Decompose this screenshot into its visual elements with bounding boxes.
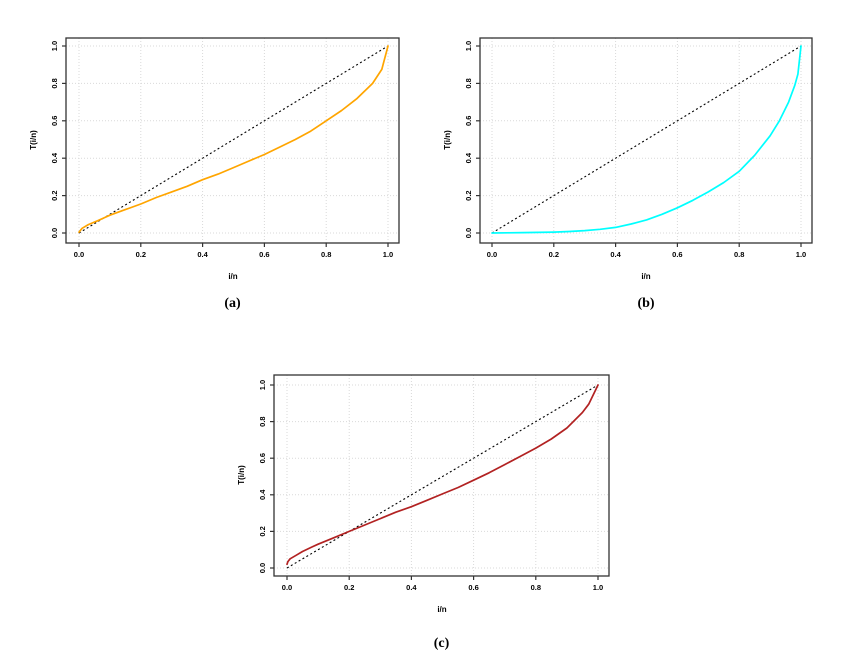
panel-b: 0.0 0.2 0.4 0.6 0.8 1.0 0.0 0.2 0.4 0.6 0.8 1.0 i/n T…: [420, 0, 850, 330]
y-tick-label: 0.8: [464, 78, 473, 88]
y-tick-label: 0.0: [258, 563, 267, 573]
y-tick-label: 0.8: [258, 416, 267, 426]
plot-box: [65, 37, 400, 244]
x-tick-label: 0.8: [734, 250, 744, 259]
x-tick-label: 0.2: [549, 250, 559, 259]
x-tick-label: 0.6: [259, 250, 269, 259]
y-tick-label: 1.0: [464, 41, 473, 51]
plot-b-canvas: 0.0 0.2 0.4 0.6 0.8 1.0 0.0 0.2 0.4 0.6 0.8 1.0 i/n T…: [443, 37, 813, 281]
x-tick-label: 0.6: [672, 250, 682, 259]
y-tick-label: 0.0: [50, 228, 59, 238]
y-tick-label: 0.4: [50, 152, 59, 163]
x-tick-label: 0.2: [344, 583, 354, 592]
y-axis-label: T(i/n): [29, 130, 38, 150]
x-tick-label: 0.0: [282, 583, 292, 592]
x-tick-label: 0.8: [531, 583, 541, 592]
x-tick-label: 1.0: [796, 250, 806, 259]
x-axis-label: i/n: [228, 272, 237, 281]
x-tick-label: 0.0: [74, 250, 84, 259]
x-tick-label: 0.0: [487, 250, 497, 259]
plot-a-canvas: 0.0 0.2 0.4 0.6 0.8 1.0 0.0 0.2 0.4 0.6 0.8 1.0 i/n T…: [29, 37, 400, 281]
y-tick-label: 0.6: [464, 116, 473, 126]
y-tick-label: 0.4: [258, 489, 267, 500]
y-tick-label: 0.0: [464, 228, 473, 238]
x-tick-label: 0.6: [468, 583, 478, 592]
y-tick-label: 0.6: [50, 116, 59, 126]
diagonal-reference-line: [491, 45, 802, 234]
plot-box: [273, 374, 610, 577]
x-tick-label: 0.4: [406, 583, 417, 592]
panel-a: 0.0 0.2 0.4 0.6 0.8 1.0 0.0 0.2 0.4 0.6 0.8 1.0 i/n T…: [0, 0, 430, 330]
t-curve: [78, 45, 389, 233]
y-tick-label: 0.2: [258, 526, 267, 536]
y-tick-label: 0.6: [258, 453, 267, 463]
x-tick-label: 1.0: [593, 583, 603, 592]
x-axis-label: i/n: [437, 605, 446, 614]
plot-box: [479, 37, 813, 244]
caption-c: (c): [433, 636, 450, 651]
y-tick-label: 0.4: [464, 152, 473, 163]
y-tick-label: 1.0: [258, 380, 267, 390]
panel-c: 0.0 0.2 0.4 0.6 0.8 1.0 0.0 0.2 0.4 0.6 0.8 1.0 i/n T…: [210, 340, 640, 669]
x-tick-label: 0.4: [610, 250, 621, 259]
diagonal-reference-line: [78, 45, 389, 234]
x-tick-label: 0.4: [197, 250, 208, 259]
y-tick-label: 1.0: [50, 41, 59, 51]
t-curve: [286, 384, 599, 566]
t-curve: [491, 45, 802, 234]
plot-c-canvas: 0.0 0.2 0.4 0.6 0.8 1.0 0.0 0.2 0.4 0.6 0.8 1.0 i/n T…: [237, 374, 610, 614]
y-tick-label: 0.2: [50, 190, 59, 200]
x-tick-label: 0.8: [321, 250, 331, 259]
caption-a: (a): [224, 296, 241, 311]
x-axis-label: i/n: [641, 272, 650, 281]
y-tick-label: 0.2: [464, 190, 473, 200]
diagonal-reference-line: [286, 384, 599, 569]
x-tick-label: 0.2: [136, 250, 146, 259]
x-tick-label: 1.0: [383, 250, 393, 259]
y-axis-label: T(i/n): [237, 465, 246, 485]
y-tick-label: 0.8: [50, 78, 59, 88]
caption-b: (b): [637, 296, 655, 311]
y-axis-label: T(i/n): [443, 130, 452, 150]
